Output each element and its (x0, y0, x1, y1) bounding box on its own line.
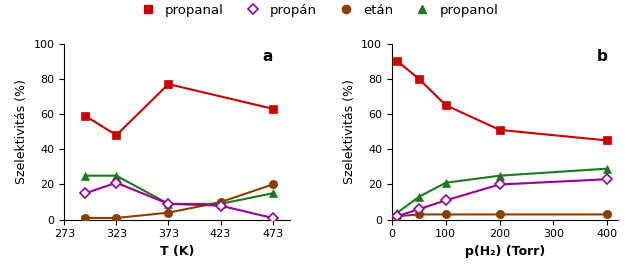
X-axis label: T (K): T (K) (160, 245, 194, 258)
Legend: propanal, propán, etán, propanol: propanal, propán, etán, propanol (129, 0, 504, 22)
X-axis label: p(H₂) (Torr): p(H₂) (Torr) (465, 245, 545, 258)
Text: a: a (263, 49, 273, 64)
Y-axis label: Szelektivitás (%): Szelektivitás (%) (15, 79, 28, 184)
Y-axis label: Szelektivitás (%): Szelektivitás (%) (342, 79, 356, 184)
Text: b: b (597, 49, 608, 64)
